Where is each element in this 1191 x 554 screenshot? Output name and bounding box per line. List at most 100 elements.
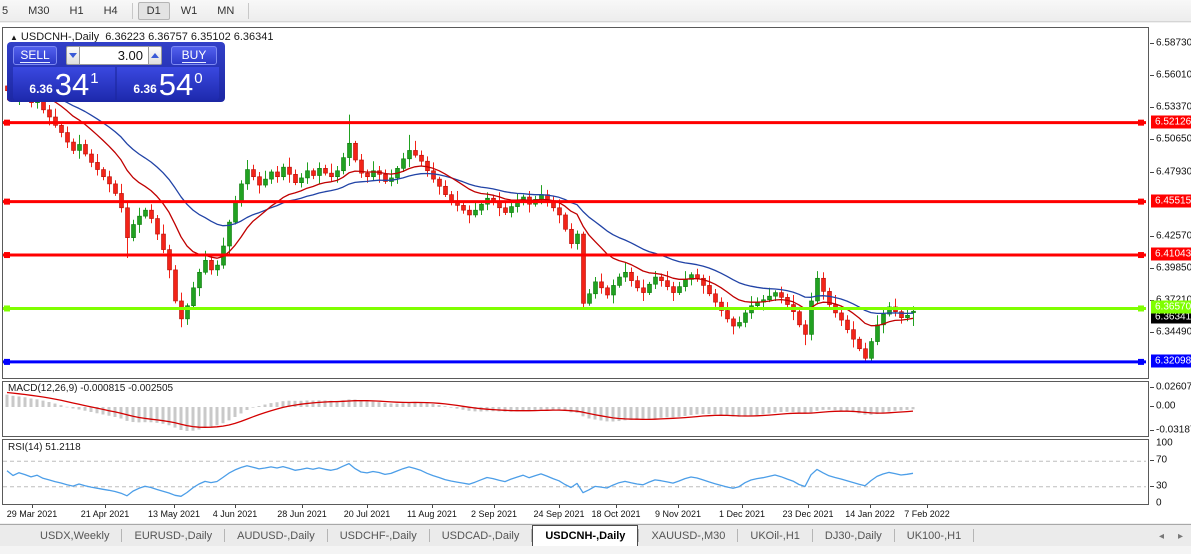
line-handle-right (1138, 252, 1144, 259)
date-axis-label: 1 Dec 2021 (718, 509, 766, 519)
timeframe-button-5[interactable]: 5 (2, 4, 9, 17)
date-axis-label: 29 Mar 2021 (6, 509, 58, 519)
line-handle-right (1138, 358, 1144, 365)
price-axis-tick (1150, 139, 1154, 141)
sell-price-display[interactable]: 6.36 34 1 (13, 67, 115, 100)
date-axis-label: 28 Jun 2021 (277, 509, 327, 519)
date-axis-tick (494, 505, 495, 508)
volume-input[interactable] (80, 45, 148, 65)
timeframe-button-h1[interactable]: H1 (69, 4, 84, 17)
price-axis-label: 6.37210 (1156, 294, 1191, 306)
toolbar-separator (131, 2, 133, 19)
sell-button[interactable]: SELL (13, 45, 57, 65)
tab-ukoil-h1[interactable]: UKOil-,H1 (750, 529, 800, 542)
date-axis-tick (678, 505, 679, 508)
price-axis-tick (1150, 332, 1154, 334)
tab-scroll-arrows: ◂ ▸ (1159, 525, 1183, 547)
date-axis-tick (105, 505, 106, 508)
date-axis-label: 13 May 2021 (147, 509, 201, 519)
price-level-badge: 6.32098 (1151, 354, 1191, 368)
timeframe-button-mn[interactable]: MN (217, 4, 235, 17)
tab-separator (737, 529, 739, 542)
date-axis-tick (559, 505, 560, 508)
tab-uk100-h1[interactable]: UK100-,H1 (906, 529, 962, 542)
tab-usdcad-daily[interactable]: USDCAD-,Daily (441, 529, 520, 542)
date-axis[interactable]: 29 Mar 2021 21 Apr 2021 13 May 2021 4 Jun 2… (2, 505, 1149, 523)
macd-pane[interactable] (2, 381, 1149, 437)
status-strip (0, 546, 1191, 554)
timeframe-button-h4[interactable]: H4 (103, 4, 118, 17)
price-level-badge: 6.45515 (1151, 194, 1191, 208)
line-handle-left (4, 358, 10, 365)
buy-button[interactable]: BUY (171, 45, 217, 65)
timeframe-button-d1[interactable]: D1 (137, 1, 170, 20)
tab-separator (973, 529, 975, 542)
candlestick-chart[interactable] (3, 28, 1146, 378)
date-axis-tick (870, 505, 871, 508)
macd-axis-tick (1150, 386, 1154, 388)
date-axis-label: 20 Jul 2021 (343, 509, 391, 519)
tab-scroll-left-icon[interactable]: ◂ (1158, 530, 1164, 542)
rsi-chart[interactable] (3, 440, 1146, 504)
triangle-up-icon (151, 52, 159, 58)
triangle-down-icon (69, 52, 77, 58)
date-axis-tick (927, 505, 928, 508)
tab-eurusd-daily[interactable]: EURUSD-,Daily (134, 529, 213, 542)
date-axis-tick (367, 505, 368, 508)
rsi-axis-label: 30 (1156, 480, 1168, 492)
line-handle-left (4, 252, 10, 259)
date-axis-label: 18 Oct 2021 (591, 509, 641, 519)
tab-xauusd-m30[interactable]: XAUUSD-,M30 (651, 529, 726, 542)
price-level-badge: 6.41043 (1151, 247, 1191, 261)
collapse-triangle-icon[interactable]: ▲ (10, 33, 18, 42)
candles-group (5, 47, 916, 363)
tab-dj30-daily[interactable]: DJ30-,Daily (824, 529, 882, 542)
volume-decrease-button[interactable] (66, 45, 80, 65)
line-handle-right (1138, 119, 1144, 126)
rsi-indicator-label: RSI(14) 51.2118 (8, 442, 81, 453)
sell-price-big: 34 (54, 67, 90, 102)
tab-usdchf-daily[interactable]: USDCHF-,Daily (339, 529, 417, 542)
macd-chart[interactable] (3, 382, 1146, 436)
macd-indicator-label: MACD(12,26,9) -0.000815 -0.002505 (8, 383, 173, 394)
rsi-value: 51.2118 (45, 442, 81, 453)
macd-name: MACD(12,26,9) (8, 383, 78, 394)
date-axis-label: 7 Feb 2022 (904, 509, 950, 519)
date-axis-label: 4 Jun 2021 (212, 509, 258, 519)
buy-price-display[interactable]: 6.36 54 0 (117, 67, 219, 100)
price-axis-tick (1150, 42, 1154, 44)
price-axis-label: 6.42570 (1156, 230, 1191, 242)
chart-title: ▲ USDCNH-,Daily 6.36223 6.36757 6.35102 6… (10, 31, 274, 43)
buy-price-superscript: 0 (194, 70, 203, 87)
macd-axis-tick (1150, 429, 1154, 431)
rsi-pane[interactable] (2, 439, 1149, 505)
timeframe-button-w1[interactable]: W1 (180, 4, 198, 17)
date-axis-label: 2 Sep 2021 (470, 509, 518, 519)
tab-scroll-right-icon[interactable]: ▸ (1177, 530, 1183, 542)
date-axis-tick (432, 505, 433, 508)
rsi-axis-label: 0 (1156, 497, 1162, 509)
tab-usdx-weekly[interactable]: USDX,Weekly (40, 529, 110, 542)
date-axis-label: 9 Nov 2021 (654, 509, 702, 519)
price-axis-tick (1150, 106, 1154, 108)
sell-price-superscript: 1 (90, 70, 99, 87)
macd-axis-label: 0.02607 (1156, 381, 1191, 393)
tab-audusd-daily[interactable]: AUDUSD-,Daily (237, 529, 315, 542)
tab-usdcnh-daily[interactable]: USDCNH-,Daily (532, 525, 639, 546)
timeframe-button-m30[interactable]: M30 (28, 4, 50, 17)
volume-increase-button[interactable] (148, 45, 162, 65)
tab-separator (326, 529, 328, 542)
date-axis-tick (235, 505, 236, 508)
line-handle-right (1138, 198, 1144, 205)
rsi-name: RSI(14) (8, 442, 43, 453)
price-axis-label: 6.47930 (1156, 166, 1191, 178)
price-axis[interactable]: 6.58730 6.56010 6.53370 6.50650 6.47930 6.425… (1150, 27, 1191, 509)
price-level-badge: 6.52126 (1151, 115, 1191, 129)
chart-tab-bar: USDX,Weekly EURUSD-,Daily AUDUSD-,Daily USD… (0, 524, 1191, 546)
rsi-axis-tick (1150, 485, 1154, 487)
date-axis-label: 23 Dec 2021 (782, 509, 834, 519)
chart-ohlc-values: 6.36223 6.36757 6.35102 6.36341 (105, 31, 274, 43)
macd-axis-label: -0.031872 (1156, 424, 1191, 436)
